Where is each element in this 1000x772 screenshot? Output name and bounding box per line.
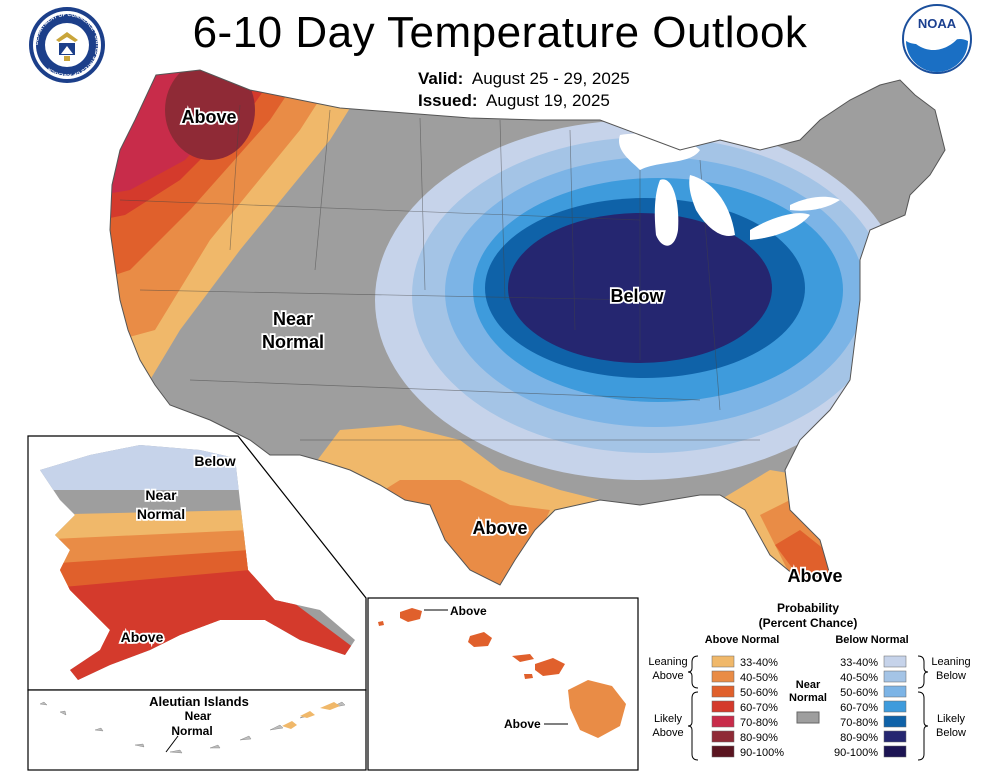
- legend-below-swatch-4: [883, 715, 907, 728]
- map-title: 6-10 Day Temperature Outlook: [192, 8, 808, 57]
- label-alaska-below: Below: [194, 453, 235, 469]
- legend-leaning-below-1: Leaning: [931, 656, 970, 668]
- label-alaska-near-line2: Normal: [137, 506, 185, 522]
- legend-above-range-4: 70-80%: [740, 717, 778, 729]
- valid-line: Valid: August 25 - 29, 2025: [418, 68, 630, 90]
- kauai-island: [400, 608, 422, 622]
- legend-above-swatch-4: [711, 715, 735, 728]
- hawaii-inset: Above Above: [367, 597, 639, 771]
- label-alaska-above: Above: [121, 629, 164, 645]
- conus-outline: [109, 69, 946, 586]
- aleutian-inset: Aleutian Islands Near Normal: [27, 689, 367, 771]
- noaa-logo-text: NOAA: [918, 16, 957, 31]
- label-alaska-near-line1: Near: [145, 487, 177, 503]
- legend-above-range-5: 80-90%: [740, 732, 778, 744]
- valid-dates: August 25 - 29, 2025: [471, 69, 630, 88]
- legend-above-swatch-2: [711, 685, 735, 698]
- maui-island: [535, 658, 565, 676]
- legend-likely-above-1: Likely: [654, 713, 683, 725]
- legend-below-swatch-5: [883, 730, 907, 743]
- label-near-normal-line2: Normal: [262, 332, 324, 352]
- legend-above-range-6: 90-100%: [740, 747, 784, 759]
- legend-above-swatch-3: [711, 700, 735, 713]
- label-hawaii-kauai: Above: [450, 604, 487, 618]
- department-of-commerce-seal-icon: DEPARTMENT OF COMMERCE · UNITED STATES O…: [29, 7, 105, 83]
- legend-below-range-3: 60-70%: [840, 702, 878, 714]
- legend-above-swatch-6: [711, 745, 735, 758]
- noaa-logo-icon: NOAA: [902, 4, 972, 74]
- label-hawaii-big-island: Above: [504, 717, 541, 731]
- legend-below-swatch-0: [883, 655, 907, 668]
- legend-above-rows: 33-40% 40-50% 50-60% 60-70% 70-80% 80-90% 90-1…: [711, 655, 784, 759]
- label-texas-above: Above: [472, 518, 527, 538]
- legend-likely-below-1: Likely: [937, 713, 966, 725]
- legend-title-1: Probability: [777, 601, 839, 615]
- legend-near-label-2: Normal: [789, 692, 827, 704]
- legend-above-swatch-5: [711, 730, 735, 743]
- legend-leaning-above-2: Above: [652, 670, 683, 682]
- valid-label: Valid:: [418, 69, 464, 88]
- legend-below-range-0: 33-40%: [840, 657, 878, 669]
- issued-line: Issued: August 19, 2025: [418, 90, 630, 112]
- legend-below-range-5: 80-90%: [840, 732, 878, 744]
- legend-above-range-0: 33-40%: [740, 657, 778, 669]
- legend-above-range-1: 40-50%: [740, 672, 778, 684]
- legend-above-header: Above Normal: [705, 634, 780, 646]
- legend-above-range-3: 60-70%: [740, 702, 778, 714]
- legend: Probability (Percent Chance) Above Norma…: [648, 601, 971, 761]
- label-pacific-nw: Above: [181, 107, 236, 127]
- legend-below-range-1: 40-50%: [840, 672, 878, 684]
- legend-leaning-below-2: Below: [936, 670, 966, 682]
- legend-title-2: (Percent Chance): [759, 616, 858, 630]
- legend-above-swatch-0: [711, 655, 735, 668]
- legend-below-range-6: 90-100%: [834, 747, 878, 759]
- label-near-normal-line1: Near: [273, 309, 313, 329]
- legend-above-swatch-1: [711, 670, 735, 683]
- label-aleutian-near-line1: Near: [185, 709, 212, 723]
- legend-above-range-2: 50-60%: [740, 687, 778, 699]
- legend-below-swatch-3: [883, 700, 907, 713]
- legend-near-label-1: Near: [796, 679, 821, 691]
- legend-below-rows: 33-40% 40-50% 50-60% 60-70% 70-80% 80-90% 90-1…: [834, 655, 907, 759]
- legend-below-swatch-1: [883, 670, 907, 683]
- legend-below-swatch-2: [883, 685, 907, 698]
- oahu-island: [468, 632, 492, 647]
- legend-below-range-4: 70-80%: [840, 717, 878, 729]
- label-great-lakes-below: Below: [610, 286, 664, 306]
- label-florida-above: Above: [787, 566, 842, 586]
- legend-near-swatch: [796, 711, 820, 724]
- legend-below-range-2: 50-60%: [840, 687, 878, 699]
- aleutian-title: Aleutian Islands: [149, 694, 249, 709]
- big-island: [568, 680, 626, 738]
- legend-likely-below-2: Below: [936, 727, 966, 739]
- legend-leaning-above-1: Leaning: [648, 656, 687, 668]
- legend-likely-above-2: Above: [652, 727, 683, 739]
- issued-date: August 19, 2025: [486, 91, 610, 110]
- valid-issued-block: Valid: August 25 - 29, 2025 Issued: Augu…: [418, 68, 630, 112]
- issued-label: Issued:: [418, 91, 478, 110]
- legend-below-swatch-6: [883, 745, 907, 758]
- label-aleutian-near-line2: Normal: [171, 724, 212, 738]
- alaska-inset: Below Near Normal Above: [27, 435, 367, 691]
- legend-below-header: Below Normal: [835, 634, 908, 646]
